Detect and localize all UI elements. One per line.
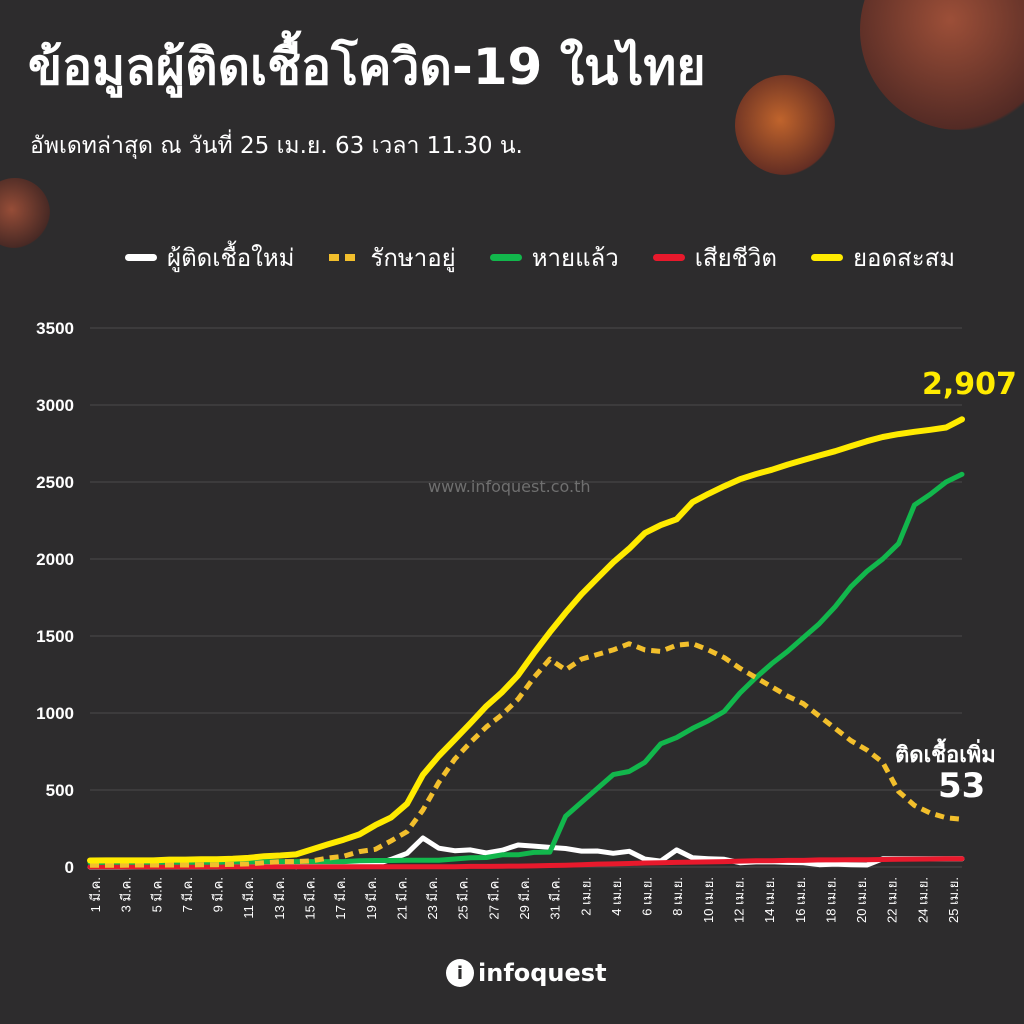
legend-swatch-deaths [652,254,685,261]
x-tick-label: 21 มี.ค. [394,877,409,920]
total-cases-label: 2,907 [922,367,1017,402]
legend-label-active: รักษาอยู่ [370,244,456,272]
legend-swatch-recovered [489,254,522,261]
y-tick-label: 2500 [36,473,74,492]
infoquest-logo: i infoquest [446,959,607,987]
x-tick-label: 2 เม.ย. [578,877,593,916]
x-tick-label: 13 มี.ค. [272,877,287,920]
series-line-2 [87,471,965,866]
y-tick-label: 1000 [36,704,74,723]
x-tick-label: 12 เม.ย. [732,877,747,923]
y-tick-label: 3000 [36,396,74,415]
legend-item-total: ยอดสะสม [810,238,956,277]
x-tick-label: 29 มี.ค. [517,877,532,920]
virus-decoration-large [860,0,1024,130]
page-title: ข้อมูลผู้ติดเชื้อโควิด-19 ในไทย [28,38,706,96]
x-tick-label: 20 เม.ย. [854,877,869,923]
legend-label-recovered: หายแล้ว [531,244,619,272]
y-tick-label: 2000 [36,550,74,569]
virus-decoration-small [0,178,50,248]
x-tick-label: 24 เม.ย. [915,877,930,923]
legend-swatch-new-cases [125,254,157,261]
x-tick-label: 17 มี.ค. [333,877,348,920]
x-tick-label: 3 มี.ค. [119,877,134,912]
logo-icon: i [446,959,474,987]
virus-decoration-medium [735,75,835,175]
legend-label-deaths: เสียชีวิต [694,244,777,272]
page-subtitle: อัพเดทล่าสุด ณ วันที่ 25 เม.ย. 63 เวลา 1… [30,133,523,159]
x-tick-label: 14 เม.ย. [762,877,777,923]
legend-swatch-total [810,254,843,261]
x-tick-label: 7 มี.ค. [180,877,195,912]
x-tick-label: 1 มี.ค. [88,877,103,912]
x-tick-label: 18 เม.ย. [823,877,838,923]
x-tick-label: 19 มี.ค. [364,877,379,920]
x-tick-label: 5 มี.ค. [149,877,164,912]
series-line-4 [87,416,965,864]
y-tick-label: 1500 [36,627,74,646]
x-tick-label: 31 มี.ค. [548,877,563,920]
y-tick-label: 0 [65,858,74,877]
x-tick-label: 27 มี.ค. [486,877,501,920]
legend-item-active: รักษาอยู่ [328,238,456,277]
watermark: www.infoquest.co.th [428,477,591,496]
legend-item-recovered: หายแล้ว [489,238,619,277]
legend-item-deaths: เสียชีวิต [652,238,777,277]
y-tick-label: 500 [46,781,74,800]
series-line-3 [87,856,965,870]
x-tick-label: 9 มี.ค. [211,877,226,912]
x-tick-label: 22 เม.ย. [885,877,900,923]
x-tick-label: 6 เม.ย. [640,877,655,916]
line-chart: 0 500 1000 1500 2000 2500 3000 3500 1 มี.ค. 3 มี.… [36,319,965,923]
series-line-1 [90,641,963,868]
x-tick-label: 8 เม.ย. [670,877,685,916]
legend-label-total: ยอดสะสม [852,244,956,272]
chart-legend: ผู้ติดเชื้อใหม่ รักษาอยู่ หายแล้ว เสียชี… [125,238,955,277]
x-tick-label: 16 เม.ย. [793,877,808,923]
x-tick-label: 11 มี.ค. [241,877,256,919]
legend-label-new-cases: ผู้ติดเชื้อใหม่ [167,244,295,272]
new-cases-annotation-value: 53 [938,766,986,806]
x-tick-label: 25 เม.ย. [946,877,961,923]
x-tick-label: 25 มี.ค. [456,877,471,920]
new-cases-annotation-label: ติดเชื้อเพิ่ม [895,743,996,768]
x-tick-label: 4 เม.ย. [609,877,624,916]
y-tick-label: 3500 [36,319,74,338]
legend-item-new-cases: ผู้ติดเชื้อใหม่ [125,238,295,277]
logo-text: infoquest [478,959,607,987]
x-tick-label: 10 เม.ย. [701,877,716,923]
legend-swatch-active [328,254,361,261]
x-tick-label: 23 มี.ค. [425,877,440,920]
x-tick-label: 15 มี.ค. [303,877,318,920]
